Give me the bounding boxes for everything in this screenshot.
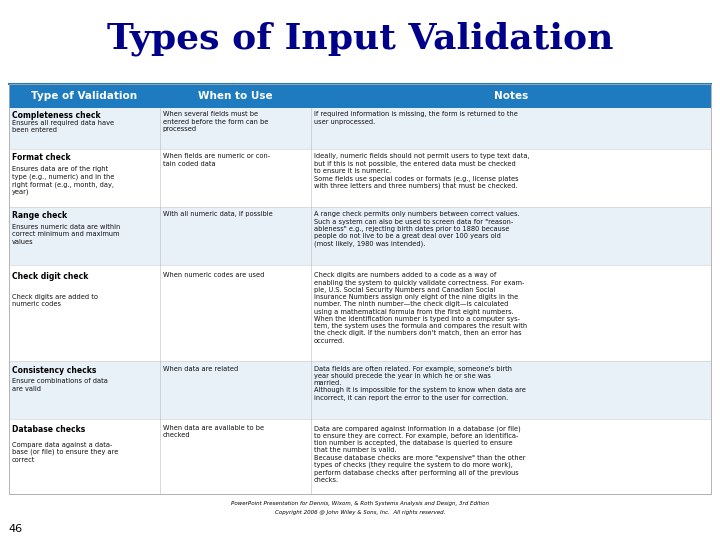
Text: Ensures data are of the right
type (e.g., numeric) and in the
right format (e.g.: Ensures data are of the right type (e.g.…: [12, 166, 114, 195]
Text: When data are available to be
checked: When data are available to be checked: [163, 425, 264, 438]
Text: Ideally, numeric fields should not permit users to type text data,
but if this i: Ideally, numeric fields should not permi…: [314, 153, 529, 190]
Text: Range check: Range check: [12, 211, 67, 220]
Bar: [9, 361, 711, 419]
Text: Check digit check: Check digit check: [12, 272, 88, 281]
Bar: [9, 148, 711, 207]
Text: Compare data against a data-
base (or file) to ensure they are
correct: Compare data against a data- base (or fi…: [12, 442, 118, 463]
Text: Ensures numeric data are within
correct minimum and maximum
values: Ensures numeric data are within correct …: [12, 224, 120, 245]
Text: When fields are numeric or con-
tain coded data: When fields are numeric or con- tain cod…: [163, 153, 270, 167]
Bar: [9, 265, 711, 361]
Bar: [9, 207, 711, 265]
Text: Completeness check: Completeness check: [12, 111, 100, 120]
Text: Database checks: Database checks: [12, 425, 85, 434]
Text: Check digits are numbers added to a code as a way of
enabling the system to quic: Check digits are numbers added to a code…: [314, 272, 527, 343]
Text: Data are compared against information in a database (or file)
to ensure they are: Data are compared against information in…: [314, 425, 525, 483]
Text: A range check permits only numbers between correct values.
Such a system can als: A range check permits only numbers betwe…: [314, 211, 519, 247]
Bar: [9, 84, 711, 494]
Text: Ensures all required data have
been entered: Ensures all required data have been ente…: [12, 120, 114, 133]
Text: PowerPoint Presentation for Dennis, Wixom, & Roth Systems Analysis and Design, 3: PowerPoint Presentation for Dennis, Wixo…: [231, 501, 489, 505]
Bar: [9, 84, 711, 108]
Text: Format check: Format check: [12, 153, 70, 163]
Text: Copyright 2006 @ John Wiley & Sons, Inc.  All rights reserved.: Copyright 2006 @ John Wiley & Sons, Inc.…: [275, 510, 445, 515]
Bar: [9, 108, 711, 148]
Text: When several fields must be
entered before the form can be
processed: When several fields must be entered befo…: [163, 111, 268, 132]
Text: Data fields are often related. For example, someone's birth
year should precede : Data fields are often related. For examp…: [314, 366, 526, 401]
Text: 46: 46: [9, 523, 23, 534]
Text: Notes: Notes: [494, 91, 528, 101]
Text: Ensure combinations of data
are valid: Ensure combinations of data are valid: [12, 379, 107, 392]
Text: When to Use: When to Use: [198, 91, 273, 101]
Text: If required information is missing, the form is returned to the
user unprocessed: If required information is missing, the …: [314, 111, 518, 125]
Text: When data are related: When data are related: [163, 366, 238, 372]
Text: With all numeric data, if possible: With all numeric data, if possible: [163, 211, 272, 217]
Bar: [9, 419, 711, 494]
Text: When numeric codes are used: When numeric codes are used: [163, 272, 264, 278]
Text: Types of Input Validation: Types of Input Validation: [107, 22, 613, 56]
Text: Consistency checks: Consistency checks: [12, 366, 96, 375]
Text: Check digits are added to
numeric codes: Check digits are added to numeric codes: [12, 294, 97, 307]
Text: Type of Validation: Type of Validation: [31, 91, 138, 101]
